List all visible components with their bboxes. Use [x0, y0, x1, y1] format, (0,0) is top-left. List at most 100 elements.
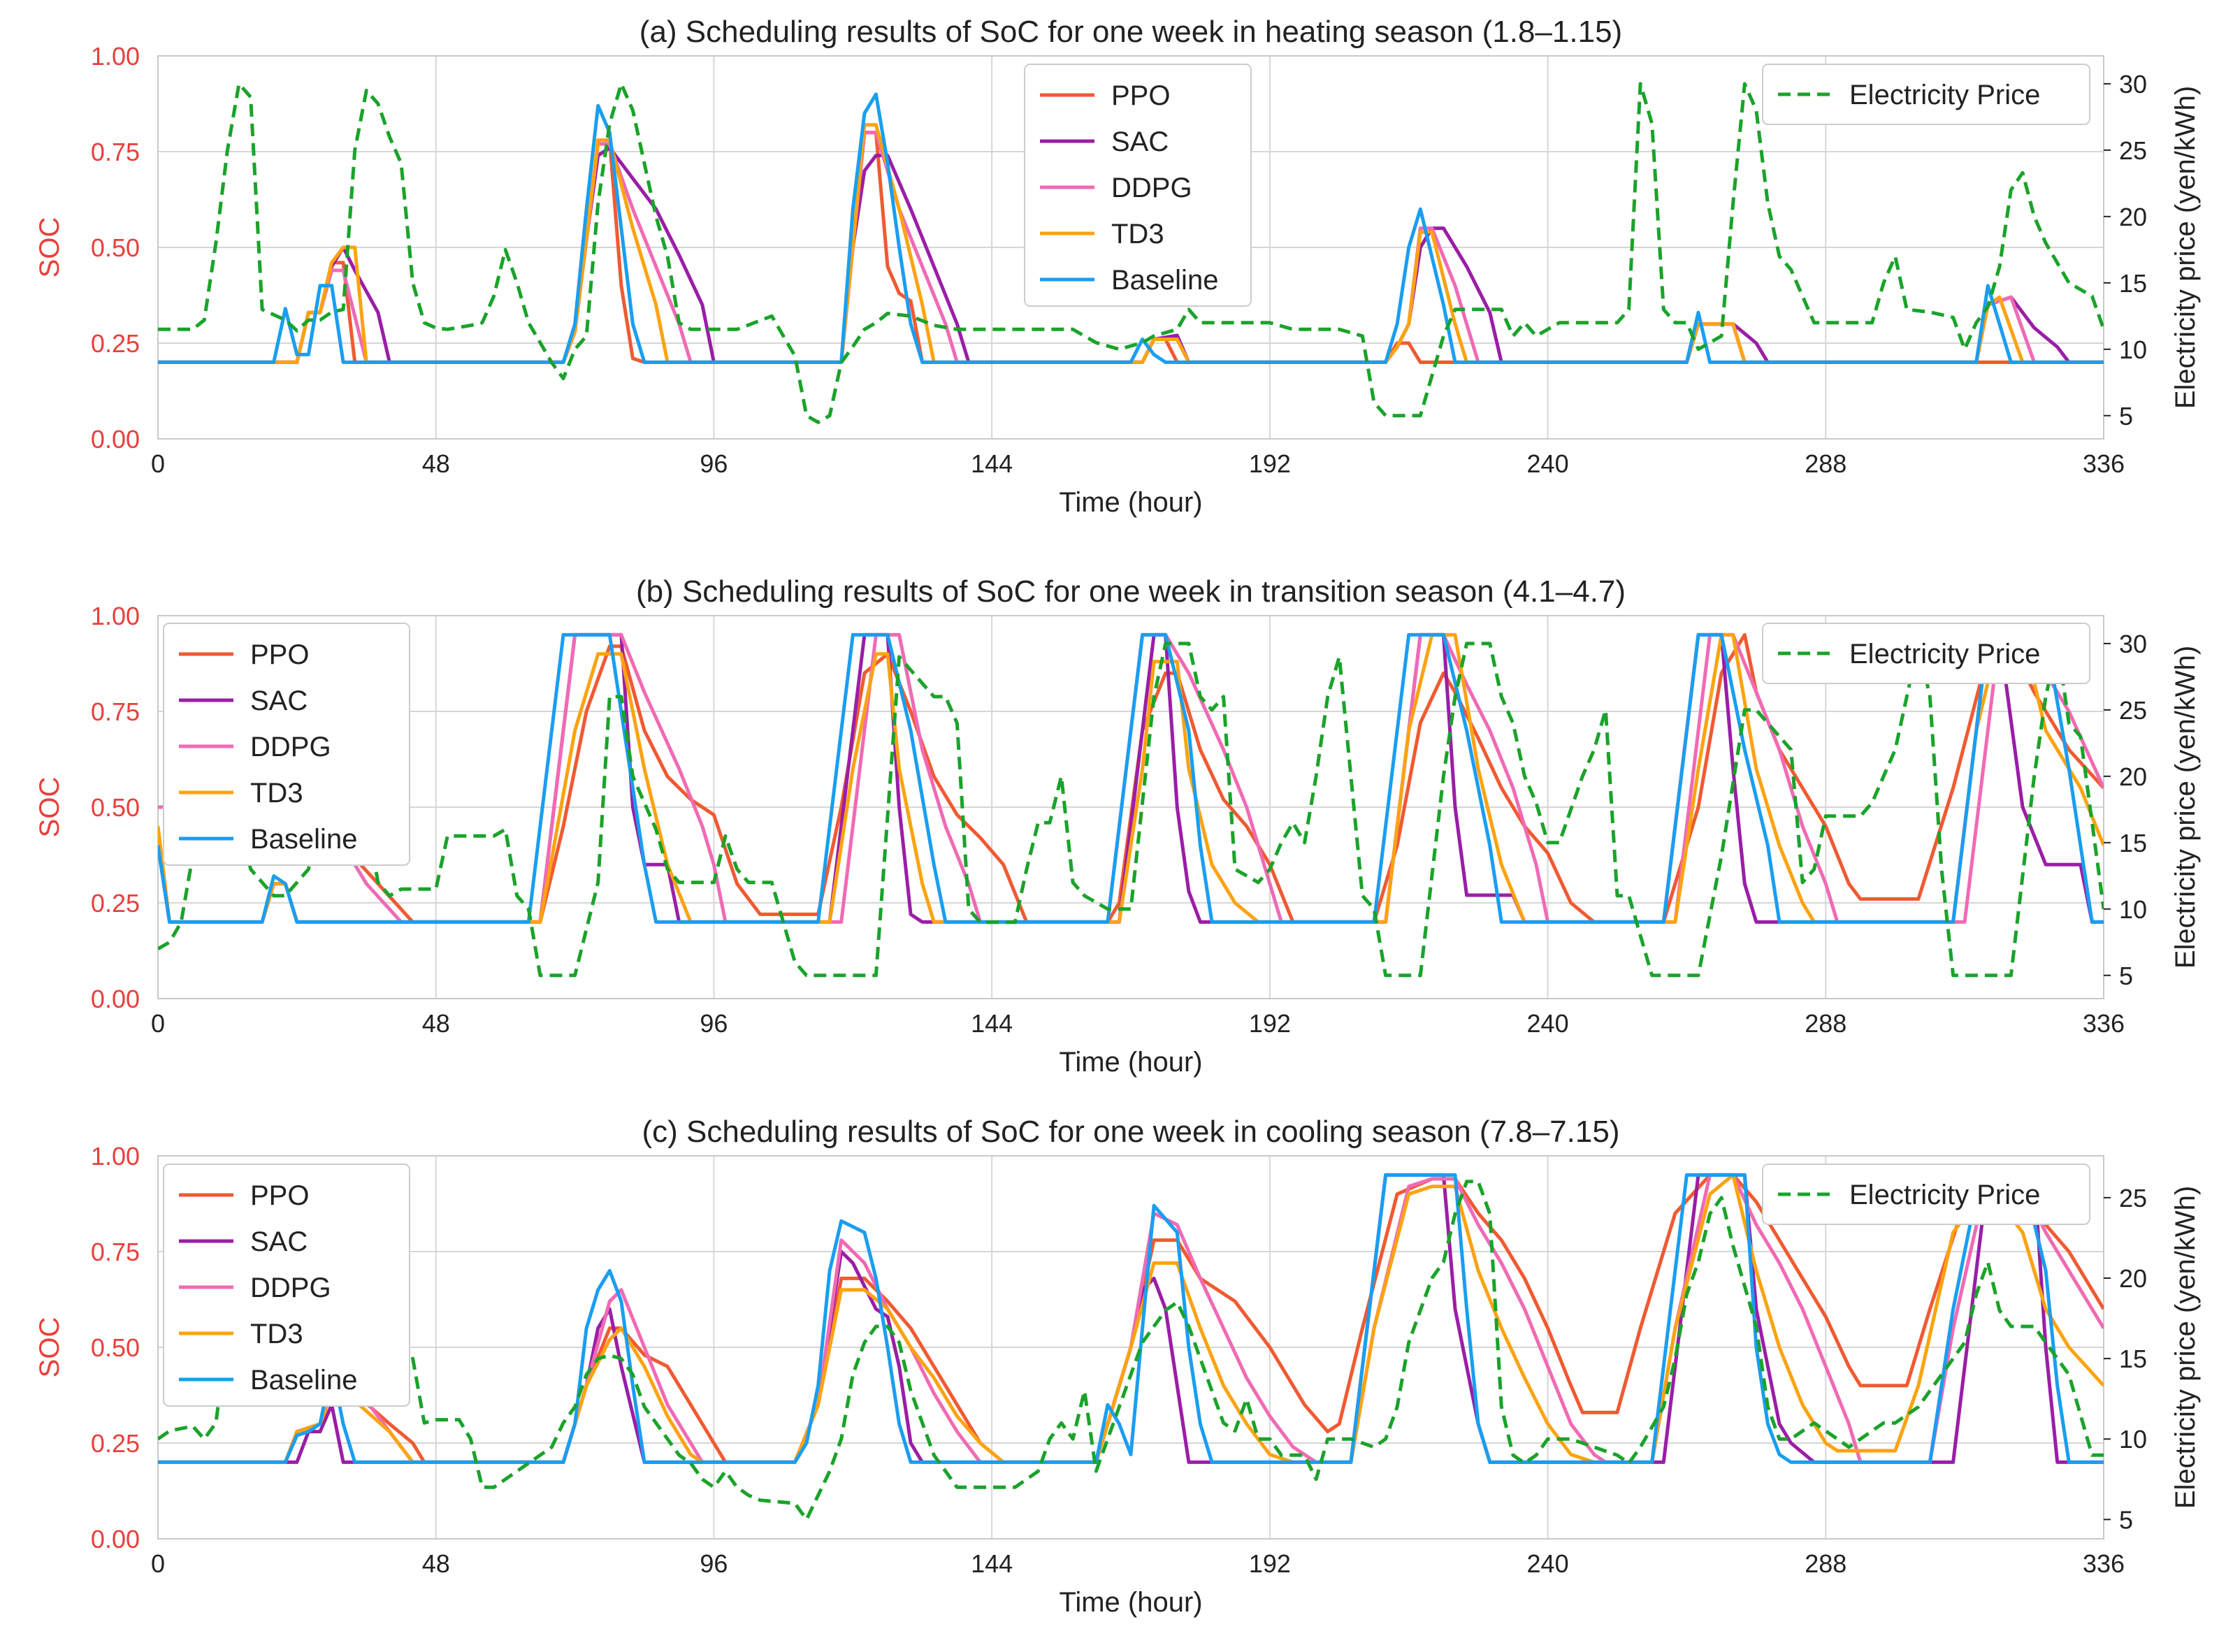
x-tick-label: 192: [1249, 449, 1291, 478]
plot-frame: [157, 1155, 2104, 1539]
legend-entry: TD3: [250, 1319, 303, 1349]
y2-tick-label: 20: [2119, 1264, 2147, 1293]
x-tick-label: 144: [971, 449, 1013, 478]
series-line-electricity-price: [158, 1180, 2104, 1521]
chart-panel-3: (c) Scheduling results of SoC for one we…: [34, 1115, 2201, 1618]
x-tick-label: 288: [1805, 449, 1846, 478]
legend: PPO SAC DDPG TD3 Baseline: [163, 623, 410, 866]
x-tick-label: 144: [971, 1549, 1013, 1578]
y2-tick-label: 30: [2119, 70, 2147, 99]
y2-tick-label: 10: [2119, 895, 2147, 924]
legend-entry: Electricity Price: [1849, 80, 2040, 110]
x-axis-label: Time (hour): [1059, 1587, 1202, 1618]
series-line-baseline: [158, 1173, 2104, 1464]
x-tick-label: 48: [422, 449, 450, 478]
series-line-td3: [158, 1173, 2104, 1464]
y2-tick-label: 10: [2119, 1425, 2147, 1454]
y-tick-label: 0.75: [91, 697, 140, 726]
x-tick-label: 240: [1527, 449, 1569, 478]
y-tick-label: 1.00: [91, 1142, 140, 1171]
y2-tick-label: 25: [2119, 136, 2147, 165]
legend-box: [1762, 64, 2090, 125]
legend-entry: TD3: [1111, 219, 1164, 249]
y2-tick-label: 30: [2119, 630, 2147, 658]
legend-entry: PPO: [1111, 80, 1170, 111]
y-axis-label: SOC: [34, 1317, 65, 1378]
legend-box: [1024, 64, 1252, 307]
x-tick-label: 144: [971, 1009, 1013, 1038]
x-tick-label: 336: [2083, 449, 2125, 478]
x-tick-label: 96: [700, 1549, 728, 1578]
legend-box: [1762, 1164, 2090, 1225]
y-tick-label: 1.00: [91, 602, 140, 630]
x-tick-label: 96: [700, 449, 728, 478]
chart-title: (c) Scheduling results of SoC for one we…: [642, 1115, 1620, 1149]
series-line-baseline: [158, 92, 2104, 364]
series-line-td3: [158, 632, 2104, 924]
y2-tick-label: 15: [2119, 829, 2147, 857]
y-tick-label: 0.00: [91, 1525, 140, 1553]
legend-price: Electricity Price: [1762, 64, 2090, 125]
series-line-ppo: [158, 1173, 2104, 1464]
legend-entry: Electricity Price: [1849, 1180, 2040, 1210]
y-tick-label: 0.25: [91, 329, 140, 358]
x-tick-label: 240: [1527, 1549, 1569, 1578]
legend-box: [163, 1164, 410, 1407]
legend-entry: SAC: [250, 686, 308, 716]
legend-entry: TD3: [250, 778, 303, 809]
y-tick-label: 0.50: [91, 233, 140, 262]
legend-entry: Baseline: [250, 824, 357, 855]
y2-tick-label: 20: [2119, 203, 2147, 231]
series-line-electricity-price: [158, 82, 2104, 424]
x-tick-label: 192: [1249, 1009, 1291, 1038]
y2-tick-label: 15: [2119, 1345, 2147, 1373]
series-line-baseline: [158, 632, 2104, 924]
y-axis-label: SOC: [34, 217, 65, 278]
x-tick-label: 240: [1527, 1009, 1569, 1038]
y2-tick-label: 20: [2119, 762, 2147, 791]
y-tick-label: 1.00: [91, 42, 140, 71]
x-tick-label: 0: [151, 1549, 165, 1578]
legend: PPO SAC DDPG TD3 Baseline: [1024, 64, 1252, 307]
series-line-ddpg: [158, 632, 2104, 924]
chart-title: (a) Scheduling results of SoC for one we…: [639, 15, 1622, 49]
legend-price: Electricity Price: [1762, 1164, 2090, 1225]
chart-panel-2: (b) Scheduling results of SoC for one we…: [34, 574, 2201, 1078]
x-tick-label: 288: [1805, 1009, 1846, 1038]
y-tick-label: 0.00: [91, 425, 140, 454]
legend-entry: SAC: [1111, 126, 1169, 157]
y2-axis-label: Electricity price (yen/kWh): [2170, 646, 2201, 969]
legend-box: [163, 623, 410, 866]
y2-tick-label: 25: [2119, 1184, 2147, 1212]
series-lines: [158, 82, 2104, 424]
legend-entry: DDPG: [250, 1273, 331, 1303]
y2-axis-label: Electricity price (yen/kWh): [2170, 86, 2201, 409]
x-axis-label: Time (hour): [1059, 1047, 1202, 1078]
y2-tick-label: 5: [2119, 962, 2133, 990]
y-tick-label: 0.75: [91, 1238, 140, 1266]
legend-box: [1762, 623, 2090, 684]
y2-tick-label: 10: [2119, 335, 2147, 364]
chart-panel-1: (a) Scheduling results of SoC for one we…: [34, 15, 2201, 518]
legend-entry: SAC: [250, 1226, 308, 1257]
legend-entry: Baseline: [1111, 265, 1218, 296]
series-line-electricity-price: [158, 642, 2104, 978]
legend-entry: DDPG: [250, 732, 331, 762]
chart-title: (b) Scheduling results of SoC for one we…: [636, 574, 1626, 609]
x-tick-label: 288: [1805, 1549, 1846, 1578]
x-tick-label: 336: [2083, 1009, 2125, 1038]
y-tick-label: 0.50: [91, 1333, 140, 1362]
x-tick-label: 0: [151, 1009, 165, 1038]
series-lines: [158, 632, 2104, 978]
legend-entry: Electricity Price: [1849, 639, 2040, 669]
x-tick-label: 96: [700, 1009, 728, 1038]
x-tick-label: 48: [422, 1549, 450, 1578]
legend-entry: PPO: [250, 1180, 309, 1211]
y-tick-label: 0.50: [91, 793, 140, 822]
y-tick-label: 0.25: [91, 889, 140, 918]
y2-tick-label: 15: [2119, 269, 2147, 298]
y-tick-label: 0.75: [91, 138, 140, 166]
y-axis-label: SOC: [34, 777, 65, 838]
x-axis-label: Time (hour): [1059, 487, 1202, 518]
